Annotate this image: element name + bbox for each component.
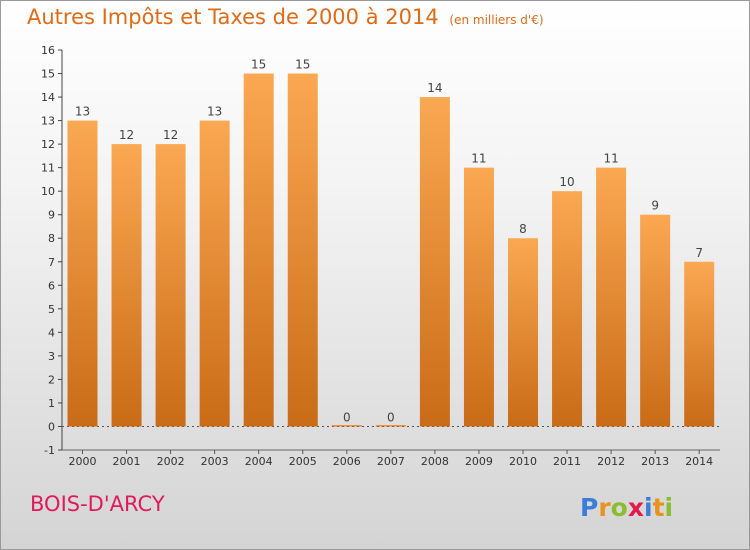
bars xyxy=(67,73,715,427)
bar xyxy=(596,167,627,427)
bar xyxy=(331,424,362,427)
data-label: 15 xyxy=(251,58,266,72)
x-tick-label: 2014 xyxy=(685,455,713,468)
bar xyxy=(684,261,715,427)
chart-title-text: Autres Impôts et Taxes de 2000 à 2014 xyxy=(27,5,439,29)
data-label: 15 xyxy=(295,58,310,72)
bar xyxy=(552,191,583,427)
y-tick-label: 12 xyxy=(41,138,55,151)
x-tick-label: 2009 xyxy=(465,455,493,468)
data-label: 0 xyxy=(343,410,351,424)
bar xyxy=(508,238,538,427)
data-label: 11 xyxy=(603,152,618,166)
bar xyxy=(67,120,98,427)
x-tick-label: 2011 xyxy=(553,455,581,468)
bar xyxy=(419,97,450,427)
bar xyxy=(375,424,406,427)
x-tick-label: 2004 xyxy=(245,455,273,468)
y-tick-label: 6 xyxy=(48,279,55,292)
data-label: 0 xyxy=(387,410,395,424)
x-tick-label: 2013 xyxy=(641,455,669,468)
y-tick-label: 9 xyxy=(48,209,55,222)
y-tick-label: 3 xyxy=(48,350,55,363)
chart-subtitle: (en milliers d'€) xyxy=(449,13,544,27)
y-tick-label: 11 xyxy=(41,162,55,175)
y-tick-label: 13 xyxy=(41,115,55,128)
bar xyxy=(199,120,230,427)
data-label: 13 xyxy=(207,105,222,119)
data-label: 12 xyxy=(163,128,178,142)
bar xyxy=(111,144,142,427)
y-tick-label: 7 xyxy=(48,256,55,269)
bar xyxy=(463,167,494,427)
bar xyxy=(155,144,186,427)
x-tick-label: 2012 xyxy=(597,455,625,468)
bar xyxy=(287,73,318,427)
y-tick-label: 14 xyxy=(41,91,55,104)
x-tick-label: 2000 xyxy=(69,455,97,468)
data-label: 7 xyxy=(695,246,703,260)
svg-text:Proxiti: Proxiti xyxy=(580,493,673,522)
y-tick-label: 8 xyxy=(48,232,55,245)
y-tick-label: 2 xyxy=(48,373,55,386)
x-tick-label: 2010 xyxy=(509,455,537,468)
y-tick-label: 1 xyxy=(48,397,55,410)
data-label: 9 xyxy=(651,199,659,213)
x-tick-label: 2002 xyxy=(157,455,185,468)
data-labels: 13 12 12 13 15 15 0 0 14 11 8 10 11 9 7 xyxy=(75,58,703,425)
chart-title: Autres Impôts et Taxes de 2000 à 2014 (e… xyxy=(27,5,544,29)
bar xyxy=(243,73,274,427)
y-tick-label: -1 xyxy=(44,444,55,457)
bar xyxy=(640,214,671,427)
x-tick-label: 2006 xyxy=(333,455,361,468)
y-tick-label: 4 xyxy=(48,326,55,339)
data-label: 14 xyxy=(427,81,442,95)
y-tick-label: 5 xyxy=(48,303,55,316)
x-tick-label: 2003 xyxy=(201,455,229,468)
data-label: 8 xyxy=(519,222,527,236)
data-label: 12 xyxy=(119,128,134,142)
proxiti-logo: Proxiti xyxy=(580,493,673,522)
x-tick-label: 2008 xyxy=(421,455,449,468)
x-tick-label: 2007 xyxy=(377,455,405,468)
y-tick-label: 15 xyxy=(41,68,55,81)
y-tick-label: 16 xyxy=(41,44,55,57)
data-label: 13 xyxy=(75,105,90,119)
data-label: 11 xyxy=(471,152,486,166)
data-label: 10 xyxy=(559,175,574,189)
y-tick-label: 0 xyxy=(48,420,55,433)
commune-name: BOIS-D'ARCY xyxy=(30,492,165,516)
y-tick-label: 10 xyxy=(41,185,55,198)
x-tick-label: 2001 xyxy=(113,455,141,468)
x-tick-label: 2005 xyxy=(289,455,317,468)
